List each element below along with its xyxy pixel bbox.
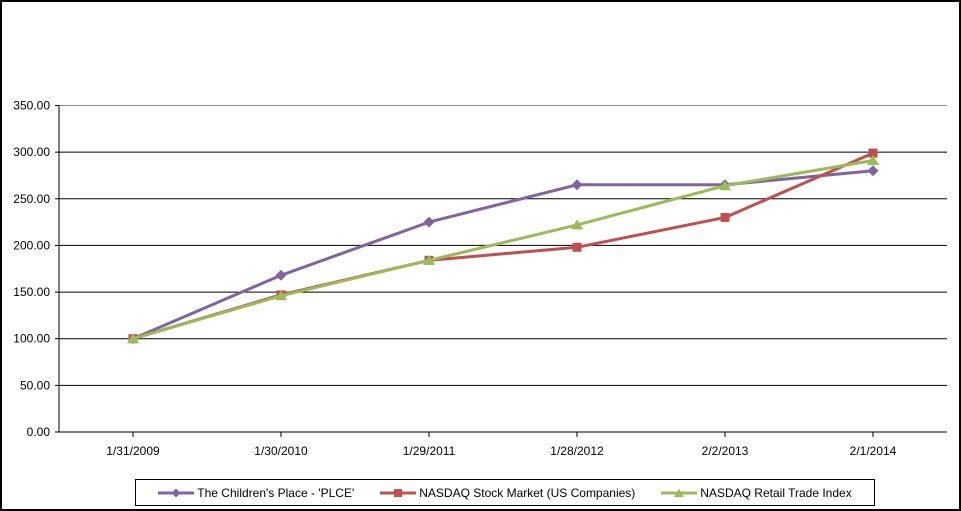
series-2-marker — [127, 333, 139, 344]
series-1-marker — [720, 212, 730, 222]
legend: The Children's Place - 'PLCE' NASDAQ Stoc… — [135, 479, 875, 506]
legend-label: The Children's Place - 'PLCE' — [197, 485, 355, 500]
legend-item-1: NASDAQ Stock Market (US Companies) — [380, 486, 635, 500]
x-axis-tick-label: 1/31/2009 — [106, 444, 160, 458]
series-0-marker — [423, 216, 435, 228]
legend-item-0: The Children's Place - 'PLCE' — [158, 486, 354, 500]
series-1-marker — [868, 148, 878, 158]
y-axis-tick-label: 250.00 — [13, 192, 50, 206]
x-axis-tick-label: 2/2/2013 — [702, 444, 749, 458]
legend-item-2: NASDAQ Retail Trade Index — [661, 485, 852, 500]
y-axis-tick-label: 300.00 — [13, 145, 50, 159]
legend-label: NASDAQ Retail Trade Index — [700, 485, 852, 500]
series-2-marker — [423, 254, 435, 265]
x-axis-tick-label: 2/1/2014 — [850, 444, 897, 458]
series-2-marker — [719, 180, 731, 191]
series-0-marker — [571, 179, 583, 191]
legend-label: NASDAQ Stock Market (US Companies) — [419, 485, 636, 500]
series-line-2 — [132, 159, 874, 341]
series-0-marker — [867, 165, 879, 177]
y-axis-tick-label: 350.00 — [13, 99, 50, 113]
legend-square-marker-icon — [380, 488, 417, 497]
legend-diamond-marker-icon — [158, 488, 195, 497]
series-2-marker — [867, 155, 879, 166]
x-axis-tick-label: 1/29/2011 — [403, 444, 456, 458]
y-axis-tick-label: 0.00 — [27, 425, 51, 439]
y-axis-tick-label: 150.00 — [13, 285, 50, 299]
y-axis-tick-label: 50.00 — [20, 378, 50, 392]
y-axis-tick-label: 100.00 — [13, 332, 50, 346]
series-2-marker — [571, 219, 583, 230]
legend-triangle-marker-icon — [661, 488, 698, 497]
series-1-marker — [572, 242, 582, 252]
series-0-marker — [275, 269, 287, 281]
x-axis-tick-label: 1/30/2010 — [254, 444, 308, 458]
series-2-marker — [275, 290, 287, 301]
y-axis-tick-label: 200.00 — [13, 238, 50, 252]
x-axis-tick-label: 1/28/2012 — [550, 444, 604, 458]
